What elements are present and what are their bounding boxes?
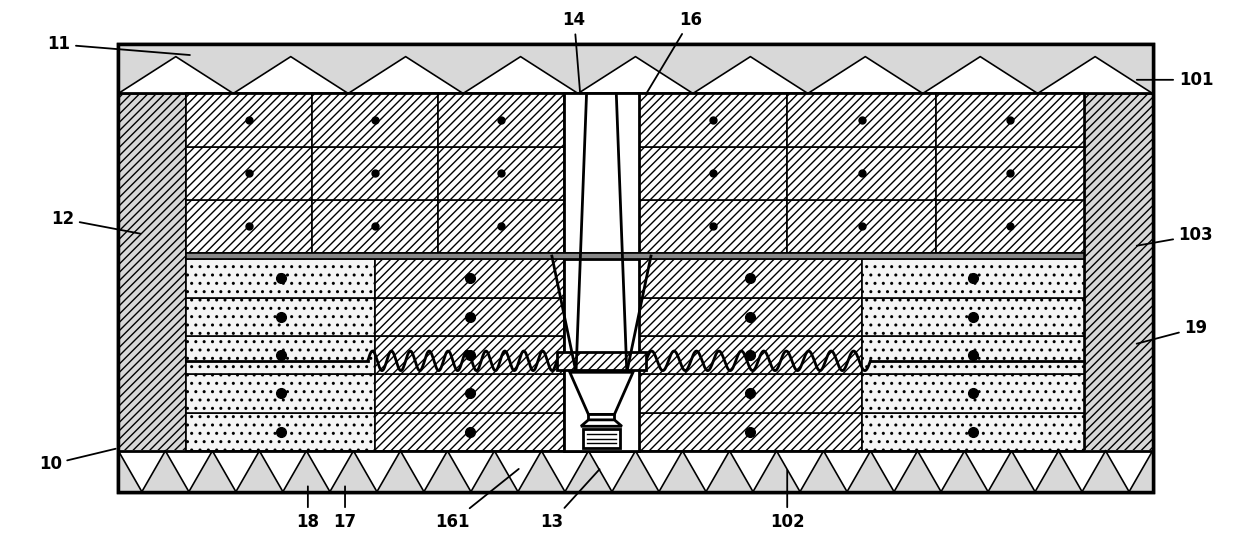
Bar: [862, 298, 1085, 336]
Polygon shape: [1106, 451, 1153, 492]
Bar: [186, 94, 312, 147]
Bar: [186, 336, 376, 374]
Bar: [639, 147, 787, 200]
Bar: [438, 94, 564, 147]
Bar: [118, 44, 1153, 492]
Bar: [639, 298, 862, 336]
Bar: [639, 374, 862, 412]
Polygon shape: [682, 451, 729, 492]
Bar: [186, 412, 376, 451]
Text: 11: 11: [47, 36, 190, 55]
Text: 102: 102: [770, 470, 805, 531]
Text: 10: 10: [38, 449, 115, 474]
Polygon shape: [448, 451, 495, 492]
Bar: [639, 336, 862, 374]
Bar: [787, 94, 936, 147]
Bar: [564, 259, 639, 451]
Bar: [639, 94, 787, 147]
Polygon shape: [807, 57, 923, 94]
Polygon shape: [918, 451, 965, 492]
Bar: [639, 200, 787, 253]
Bar: [438, 200, 564, 253]
Polygon shape: [578, 57, 693, 94]
Polygon shape: [776, 451, 823, 492]
Text: 161: 161: [435, 469, 518, 531]
Polygon shape: [582, 420, 621, 426]
Bar: [936, 147, 1085, 200]
Bar: [936, 200, 1085, 253]
Bar: [376, 412, 564, 451]
Bar: [639, 412, 862, 451]
Bar: [787, 147, 936, 200]
Polygon shape: [401, 451, 448, 492]
Text: 16: 16: [646, 11, 702, 94]
Polygon shape: [570, 373, 632, 415]
Text: 19: 19: [1137, 319, 1208, 344]
Polygon shape: [1038, 57, 1153, 94]
Polygon shape: [233, 57, 348, 94]
Bar: [118, 44, 1153, 94]
Bar: [186, 259, 376, 298]
Bar: [564, 94, 639, 253]
Bar: [312, 94, 438, 147]
Bar: [557, 352, 646, 370]
Polygon shape: [1012, 451, 1059, 492]
Text: 101: 101: [1137, 71, 1213, 89]
Bar: [862, 259, 1085, 298]
Bar: [639, 259, 862, 298]
Bar: [376, 374, 564, 412]
Text: 12: 12: [51, 210, 140, 234]
Polygon shape: [729, 451, 776, 492]
Polygon shape: [635, 451, 682, 492]
Polygon shape: [823, 451, 870, 492]
Polygon shape: [212, 451, 259, 492]
Bar: [583, 429, 620, 448]
Text: 103: 103: [1137, 226, 1213, 246]
Text: 13: 13: [541, 469, 600, 531]
Bar: [118, 44, 1153, 492]
Bar: [186, 374, 376, 412]
Polygon shape: [1059, 451, 1106, 492]
Bar: [438, 147, 564, 200]
Polygon shape: [495, 451, 542, 492]
Text: 14: 14: [563, 11, 585, 94]
Polygon shape: [923, 57, 1038, 94]
Text: 18: 18: [296, 486, 320, 531]
Polygon shape: [353, 451, 401, 492]
Text: 17: 17: [334, 486, 357, 531]
Polygon shape: [118, 57, 233, 94]
Bar: [118, 94, 186, 451]
Bar: [186, 147, 312, 200]
Bar: [787, 200, 936, 253]
Bar: [1085, 94, 1153, 451]
Polygon shape: [542, 451, 589, 492]
Bar: [936, 94, 1085, 147]
Polygon shape: [118, 451, 165, 492]
Bar: [862, 374, 1085, 412]
Bar: [376, 298, 564, 336]
Polygon shape: [165, 451, 212, 492]
Bar: [376, 336, 564, 374]
Bar: [186, 298, 376, 336]
Bar: [862, 412, 1085, 451]
Polygon shape: [463, 57, 578, 94]
Bar: [118, 451, 1153, 492]
Bar: [186, 253, 1085, 259]
Polygon shape: [306, 451, 353, 492]
Polygon shape: [589, 451, 635, 492]
Bar: [589, 415, 615, 420]
Polygon shape: [693, 57, 807, 94]
Bar: [312, 200, 438, 253]
Bar: [186, 200, 312, 253]
Polygon shape: [870, 451, 918, 492]
Polygon shape: [259, 451, 306, 492]
Bar: [376, 259, 564, 298]
Bar: [862, 336, 1085, 374]
Bar: [312, 147, 438, 200]
Polygon shape: [965, 451, 1012, 492]
Polygon shape: [348, 57, 463, 94]
